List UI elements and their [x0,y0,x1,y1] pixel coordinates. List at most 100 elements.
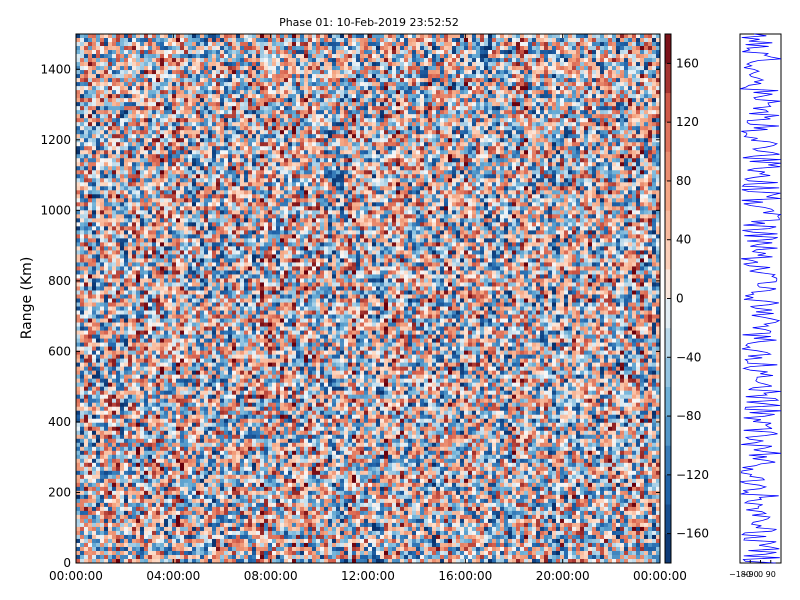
heatmap-cell [100,278,105,283]
heatmap-cell [156,234,161,239]
heatmap-cell [208,442,213,448]
heatmap-cell [80,494,85,500]
heatmap-cell [220,158,225,163]
heatmap-cell [84,146,89,151]
heatmap-cell [152,518,157,524]
heatmap-cell [156,194,161,199]
heatmap-cell [172,154,177,159]
heatmap-cell [176,34,181,39]
heatmap-cell [144,434,149,440]
heatmap-cell [184,554,189,560]
heatmap-cell [148,146,153,151]
heatmap-cell [216,42,221,47]
heatmap-cell [128,66,133,71]
heatmap-cell [148,50,153,55]
heatmap-cell [148,366,153,371]
heatmap-cell [108,458,113,464]
heatmap-cell [140,442,145,448]
heatmap-cell [80,362,85,367]
heatmap-cell [172,186,177,191]
heatmap-cell [172,266,177,271]
heatmap-cell [220,530,225,536]
heatmap-cell [156,82,161,87]
heatmap-cell [180,218,185,223]
heatmap-cell [140,182,145,187]
heatmap-cell [188,530,193,536]
heatmap-cell [136,162,141,167]
heatmap-cell [192,222,197,227]
heatmap-cell [156,178,161,183]
heatmap-cell [192,110,197,115]
heatmap-cell [164,470,169,476]
heatmap-cell [88,414,93,420]
heatmap-cell [172,182,177,187]
heatmap-cell [92,298,97,303]
heatmap-cell [192,318,197,323]
heatmap-cell [180,258,185,263]
heatmap-cell [196,106,201,111]
heatmap-cell [184,194,189,199]
heatmap-cell [184,382,189,387]
heatmap-cell [204,326,209,331]
heatmap-cell [84,234,89,239]
heatmap-cell [128,506,133,512]
heatmap-cell [196,118,201,123]
heatmap-cell [176,558,181,564]
heatmap-cell [116,378,121,383]
heatmap-cell [100,550,105,556]
heatmap-cell [112,86,117,91]
heatmap-cell [76,438,81,444]
heatmap-cell [220,190,225,195]
heatmap-cell [200,466,205,472]
heatmap-cell [104,258,109,263]
heatmap-cell [136,126,141,131]
heatmap-cell [176,518,181,524]
heatmap-cell [164,490,169,496]
heatmap-cell [112,218,117,223]
heatmap-cell [108,338,113,343]
heatmap-cell [96,94,101,99]
heatmap-cell [84,462,89,468]
heatmap-cell [184,478,189,484]
heatmap-cell [148,234,153,239]
heatmap-cell [148,494,153,500]
heatmap-cell [148,382,153,387]
heatmap-cell [92,486,97,492]
heatmap-cell [176,358,181,363]
heatmap-cell [156,346,161,351]
heatmap-cell [156,34,161,39]
heatmap-cell [116,166,121,171]
heatmap-cell [224,154,229,159]
heatmap-cell [140,502,145,508]
heatmap-cell [100,374,105,379]
heatmap-cell [168,538,173,544]
heatmap-cell [88,306,93,311]
heatmap-cell [132,130,137,135]
heatmap-cell [216,554,221,560]
heatmap-cell [176,538,181,544]
heatmap-cell [216,290,221,295]
heatmap-cell [96,374,101,379]
heatmap-cell [132,538,137,544]
heatmap-cell [168,230,173,235]
heatmap-cell [216,514,221,520]
heatmap-cell [216,470,221,476]
heatmap-cell [224,110,229,115]
heatmap-cell [136,94,141,99]
heatmap-cell [208,434,213,440]
heatmap-cell [204,82,209,87]
heatmap-cell [176,418,181,424]
heatmap-cell [88,114,93,119]
heatmap-cell [112,146,117,151]
heatmap-cell [168,282,173,287]
heatmap-cell [188,158,193,163]
heatmap-cell [100,470,105,476]
heatmap-cell [164,158,169,163]
heatmap-cell [156,370,161,375]
heatmap-cell [108,214,113,219]
heatmap-cell [156,134,161,139]
heatmap-cell [208,182,213,187]
heatmap-cell [216,538,221,544]
heatmap-cell [188,422,193,428]
heatmap-cell [180,98,185,103]
